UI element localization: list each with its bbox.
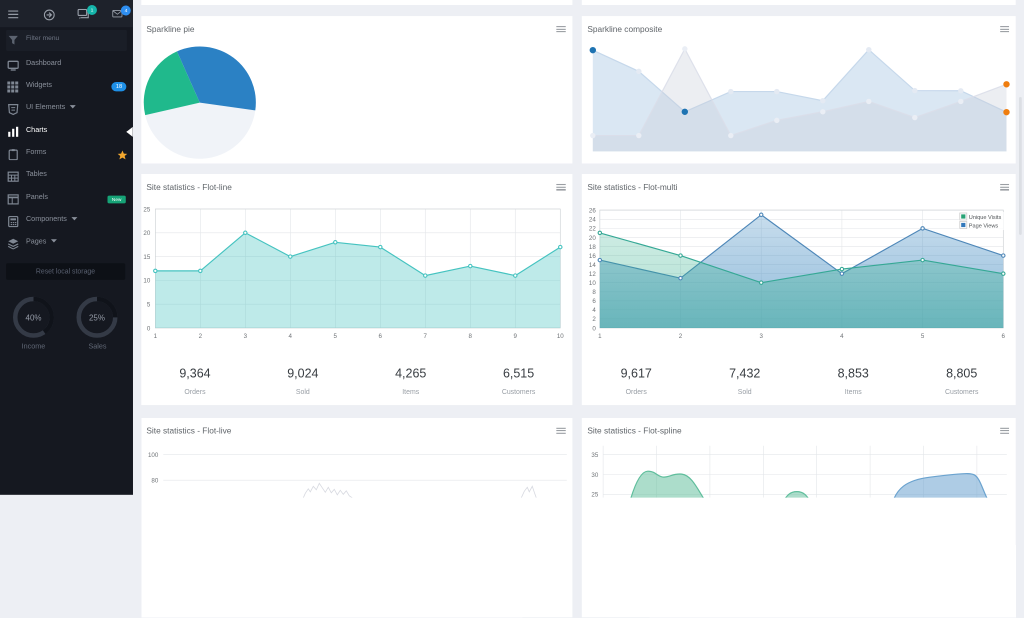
svg-text:2: 2 xyxy=(679,333,683,340)
svg-text:5: 5 xyxy=(921,333,925,340)
svg-text:10: 10 xyxy=(589,280,596,287)
svg-text:25%: 25% xyxy=(89,313,105,322)
svg-text:5: 5 xyxy=(147,301,151,308)
svg-text:14: 14 xyxy=(589,262,596,269)
svg-text:10: 10 xyxy=(557,333,564,340)
svg-text:10: 10 xyxy=(143,278,150,285)
svg-text:3: 3 xyxy=(760,333,764,340)
svg-text:16: 16 xyxy=(589,253,596,260)
svg-text:8: 8 xyxy=(593,289,597,296)
svg-text:Unique Visits: Unique Visits xyxy=(969,215,1002,221)
svg-text:6: 6 xyxy=(378,333,382,340)
svg-text:2: 2 xyxy=(198,333,202,340)
svg-text:9: 9 xyxy=(513,333,517,340)
svg-text:8: 8 xyxy=(468,333,472,340)
svg-text:1: 1 xyxy=(598,333,602,340)
svg-text:6: 6 xyxy=(593,298,597,305)
svg-text:25: 25 xyxy=(143,206,150,213)
svg-text:25: 25 xyxy=(592,491,599,497)
svg-text:15: 15 xyxy=(143,254,150,261)
svg-text:20: 20 xyxy=(589,235,596,242)
svg-text:20: 20 xyxy=(143,230,150,237)
svg-text:7: 7 xyxy=(423,333,427,340)
svg-text:24: 24 xyxy=(589,217,596,224)
svg-text:3: 3 xyxy=(243,333,247,340)
svg-text:2: 2 xyxy=(593,316,597,323)
svg-text:4: 4 xyxy=(840,333,844,340)
svg-text:30: 30 xyxy=(592,472,599,479)
svg-text:0: 0 xyxy=(147,325,151,332)
svg-text:0: 0 xyxy=(593,325,597,332)
svg-text:26: 26 xyxy=(589,208,596,215)
svg-text:18: 18 xyxy=(589,244,596,251)
svg-text:4: 4 xyxy=(593,307,597,314)
svg-text:35: 35 xyxy=(592,452,599,459)
svg-text:6: 6 xyxy=(1002,333,1006,340)
svg-text:40%: 40% xyxy=(26,313,42,322)
svg-text:1: 1 xyxy=(153,333,157,340)
svg-text:Page Views: Page Views xyxy=(969,223,999,229)
svg-text:100: 100 xyxy=(148,452,159,459)
svg-text:80: 80 xyxy=(151,477,158,484)
svg-text:22: 22 xyxy=(589,226,596,233)
svg-text:12: 12 xyxy=(589,271,596,278)
svg-text:5: 5 xyxy=(333,333,337,340)
svg-text:4: 4 xyxy=(288,333,292,340)
